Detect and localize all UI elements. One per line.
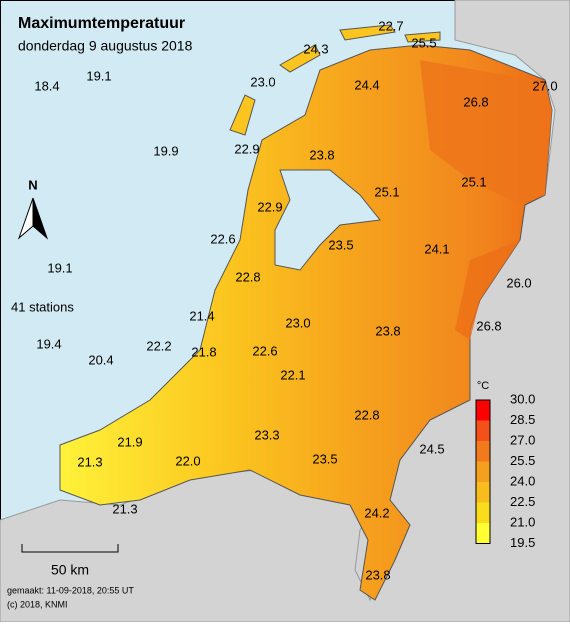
legend: °C 30.0 28.5 27.0 25.5 24.0 22.5 21.0 19.5 <box>475 380 535 550</box>
station-value: 23.8 <box>365 567 390 582</box>
station-value: 22.1 <box>280 367 305 382</box>
station-value: 25.5 <box>411 35 436 50</box>
station-value: 22.0 <box>175 453 200 468</box>
station-value: 19.1 <box>47 260 72 275</box>
warm-region <box>455 240 520 340</box>
station-value: 23.8 <box>375 323 400 338</box>
station-value: 23.0 <box>250 74 275 89</box>
station-value: 22.8 <box>354 407 379 422</box>
station-value: 22.7 <box>378 18 403 33</box>
footer-made: gemaakt: 11-09-2018, 20:55 UT <box>7 585 134 595</box>
station-value: 26.0 <box>506 275 531 290</box>
station-value: 26.8 <box>463 94 488 109</box>
scale-bar <box>21 544 119 553</box>
station-value: 23.5 <box>328 237 353 252</box>
station-value: 19.4 <box>36 336 61 351</box>
station-value: 27.0 <box>532 78 557 93</box>
stations: 22.7 24.3 25.5 23.0 24.4 26.8 27.0 22.9 23.8 25.1… <box>34 18 557 582</box>
title: Maximumtemperatuur <box>18 15 185 32</box>
legend-unit: °C <box>477 380 489 392</box>
footer-copyright: (c) 2018, KNMI <box>7 599 68 609</box>
station-value: 24.1 <box>424 241 449 256</box>
legend-swatch <box>476 523 490 544</box>
legend-swatch <box>476 461 490 482</box>
legend-swatch <box>476 400 490 421</box>
station-value: 21.3 <box>112 501 137 516</box>
station-value: 25.1 <box>374 184 399 199</box>
islands <box>229 24 441 136</box>
legend-label: 27.0 <box>510 432 535 447</box>
legend-label: 24.0 <box>510 473 535 488</box>
station-value: 26.8 <box>476 318 501 333</box>
legend-label: 30.0 <box>510 391 535 406</box>
station-value: 24.3 <box>303 41 328 56</box>
station-value: 23.8 <box>309 147 334 162</box>
station-value: 21.9 <box>117 434 142 449</box>
station-value: 23.3 <box>254 427 279 442</box>
legend-label: 21.0 <box>510 514 535 529</box>
station-value: 22.8 <box>235 269 260 284</box>
station-value: 18.4 <box>34 78 59 93</box>
station-value: 24.4 <box>354 77 379 92</box>
station-value: 25.1 <box>461 174 486 189</box>
legend-label: 28.5 <box>510 412 535 427</box>
legend-swatch <box>476 420 490 441</box>
legend-label: 25.5 <box>510 453 535 468</box>
station-value: 24.5 <box>419 441 444 456</box>
station-value: 22.6 <box>210 231 235 246</box>
legend-label: 19.5 <box>510 535 535 550</box>
station-value: 21.3 <box>77 454 102 469</box>
station-count: 41 stations <box>11 299 74 314</box>
station-value: 22.6 <box>252 343 277 358</box>
legend-frame <box>475 399 491 544</box>
station-value: 21.4 <box>189 308 214 323</box>
legend-swatch <box>476 441 490 462</box>
station-value: 22.9 <box>234 141 259 156</box>
compass-arrow <box>32 197 49 240</box>
station-value: 24.2 <box>364 505 389 520</box>
legend-label: 22.5 <box>510 494 535 509</box>
warm-region <box>420 60 552 205</box>
scale-label: 50 km <box>51 562 89 578</box>
station-value: 19.1 <box>86 68 111 83</box>
legend-swatch <box>476 502 490 523</box>
compass-label: N <box>28 177 37 192</box>
subtitle: donderdag 9 augustus 2018 <box>18 38 193 54</box>
station-value: 20.4 <box>88 352 113 367</box>
ijsselmeer <box>274 169 381 271</box>
station-value: 19.9 <box>153 143 178 158</box>
station-value: 22.2 <box>146 338 171 353</box>
legend-swatch <box>476 482 490 503</box>
station-value: 23.5 <box>312 451 337 466</box>
station-value: 21.8 <box>191 344 216 359</box>
station-value: 22.9 <box>257 199 282 214</box>
station-value: 23.0 <box>285 315 310 330</box>
